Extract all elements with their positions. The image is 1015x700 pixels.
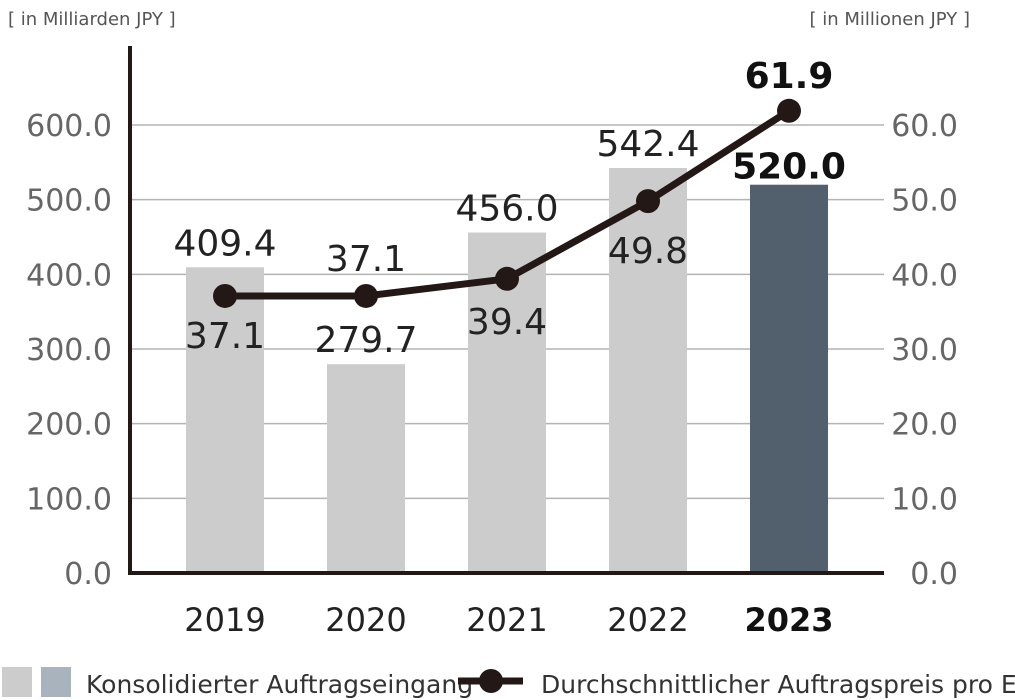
left-tick-label: 400.0 — [26, 258, 112, 293]
legend-label-line: Durchschnittlicher Auftragspreis pro Ein… — [541, 670, 1015, 699]
right-axis-unit-label: [ in Millionen JPY ] — [809, 9, 970, 30]
bar-2019 — [186, 267, 264, 573]
left-tick-label: 200.0 — [26, 408, 112, 443]
right-tick-label: 50.0 — [891, 184, 958, 219]
bar-data-labels: 409.4 279.7 456.0 542.4 520.0 — [173, 124, 845, 361]
x-tick-label-2019: 2019 — [184, 601, 265, 639]
bar-series — [186, 167, 828, 573]
bar-value-label-2023: 520.0 — [732, 147, 846, 188]
legend-line-marker — [479, 669, 503, 693]
line-point-2023 — [777, 98, 801, 123]
legend-swatch-bar-highlight — [41, 667, 71, 697]
right-tick-label: 20.0 — [891, 408, 958, 443]
bar-2023 — [750, 184, 828, 573]
line-point-2019 — [213, 283, 237, 308]
right-tick-label: 10.0 — [891, 482, 958, 517]
x-tick-label-2022: 2022 — [607, 601, 688, 639]
left-tick-label: 600.0 — [26, 109, 112, 144]
left-tick-label: 500.0 — [26, 184, 112, 219]
line-data-labels: 37.1 37.1 39.4 49.8 61.9 — [185, 56, 833, 357]
right-axis-ticks: 0.0 10.0 20.0 30.0 40.0 50.0 60.0 — [891, 109, 958, 592]
x-axis-category-labels: 2019 2020 2021 2022 2023 — [184, 601, 833, 639]
legend: Konsolidierter Auftragseingang Durchschn… — [2, 667, 1015, 699]
line-value-label-2023: 61.9 — [745, 56, 834, 97]
right-tick-label: 30.0 — [891, 333, 958, 368]
x-tick-label-2021: 2021 — [466, 601, 547, 639]
line-series — [213, 98, 801, 308]
legend-label-bars: Konsolidierter Auftragseingang — [86, 670, 473, 699]
legend-swatch-bar-gray — [2, 667, 32, 697]
x-tick-label-2023: 2023 — [744, 601, 833, 639]
bar-2020 — [327, 364, 405, 573]
line-point-2021 — [495, 266, 519, 291]
line-value-label-2020: 37.1 — [326, 239, 406, 280]
bar-value-label-2022: 542.4 — [596, 124, 699, 165]
left-tick-label: 100.0 — [26, 482, 112, 517]
right-tick-label: 60.0 — [891, 109, 958, 144]
left-axis-unit-label: [ in Milliarden JPY ] — [8, 9, 176, 30]
line-point-2020 — [354, 283, 378, 308]
line-value-label-2021: 39.4 — [467, 302, 547, 343]
bar-value-label-2020: 279.7 — [314, 320, 417, 361]
axes — [128, 46, 884, 575]
right-tick-label: 40.0 — [891, 258, 958, 293]
x-tick-label-2020: 2020 — [325, 601, 406, 639]
bar-value-label-2021: 456.0 — [455, 189, 558, 230]
line-value-label-2022: 49.8 — [608, 231, 688, 272]
right-tick-label: 0.0 — [910, 557, 958, 592]
line-value-label-2019: 37.1 — [185, 316, 265, 357]
left-axis-ticks: 0.0 100.0 200.0 300.0 400.0 500.0 600.0 — [26, 109, 112, 592]
bar-value-label-2019: 409.4 — [173, 223, 276, 264]
bar-2022 — [609, 167, 687, 573]
left-tick-label: 0.0 — [64, 557, 112, 592]
left-tick-label: 300.0 — [26, 333, 112, 368]
line-point-2022 — [636, 189, 660, 214]
